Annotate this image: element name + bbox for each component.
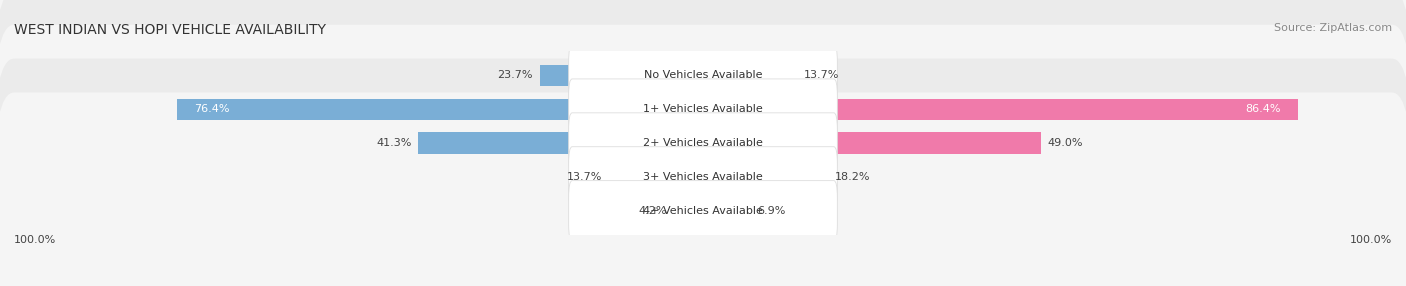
Text: 3+ Vehicles Available: 3+ Vehicles Available (643, 172, 763, 182)
FancyBboxPatch shape (0, 59, 1406, 286)
Text: 18.2%: 18.2% (835, 172, 870, 182)
Text: 4+ Vehicles Available: 4+ Vehicles Available (643, 206, 763, 216)
Text: 49.0%: 49.0% (1047, 138, 1083, 148)
FancyBboxPatch shape (568, 181, 838, 241)
Text: 13.7%: 13.7% (804, 70, 839, 80)
FancyBboxPatch shape (568, 113, 838, 173)
Text: 100.0%: 100.0% (14, 235, 56, 245)
Bar (751, 200, 834, 221)
Bar (797, 65, 834, 86)
Text: 100.0%: 100.0% (1350, 235, 1392, 245)
Bar (572, 200, 703, 221)
FancyBboxPatch shape (568, 147, 838, 207)
FancyBboxPatch shape (0, 25, 1406, 261)
Bar (419, 132, 572, 154)
Text: 13.7%: 13.7% (567, 172, 602, 182)
FancyBboxPatch shape (0, 0, 1406, 194)
Text: 41.3%: 41.3% (377, 138, 412, 148)
FancyBboxPatch shape (568, 45, 838, 105)
Bar (540, 65, 572, 86)
Text: WEST INDIAN VS HOPI VEHICLE AVAILABILITY: WEST INDIAN VS HOPI VEHICLE AVAILABILITY (14, 23, 326, 37)
Text: 2+ Vehicles Available: 2+ Vehicles Available (643, 138, 763, 148)
Text: 86.4%: 86.4% (1246, 104, 1281, 114)
Text: Source: ZipAtlas.com: Source: ZipAtlas.com (1274, 23, 1392, 33)
Bar (834, 132, 1040, 154)
Text: 4.2%: 4.2% (638, 206, 668, 216)
Bar (834, 99, 1298, 120)
Bar (572, 99, 703, 120)
Bar (572, 65, 703, 86)
Text: No Vehicles Available: No Vehicles Available (644, 70, 762, 80)
Text: 76.4%: 76.4% (194, 104, 229, 114)
Text: 1+ Vehicles Available: 1+ Vehicles Available (643, 104, 763, 114)
Text: 23.7%: 23.7% (498, 70, 533, 80)
Bar (177, 99, 572, 120)
FancyBboxPatch shape (0, 0, 1406, 227)
FancyBboxPatch shape (568, 79, 838, 139)
FancyBboxPatch shape (0, 92, 1406, 286)
Text: 6.9%: 6.9% (758, 206, 786, 216)
Bar (572, 166, 703, 187)
Bar (828, 166, 834, 187)
Bar (572, 132, 703, 154)
